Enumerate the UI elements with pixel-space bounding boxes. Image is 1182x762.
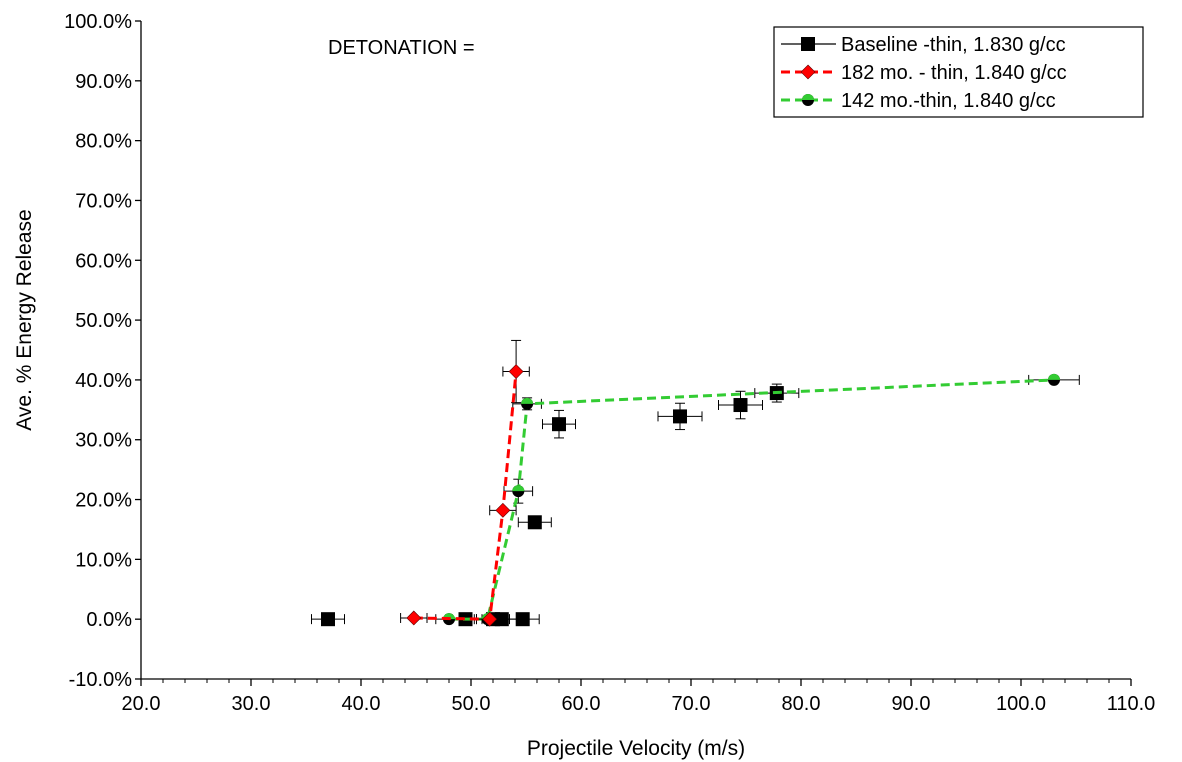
detonation-annotation: DETONATION = [328,37,475,59]
x-tick-label: 60.0 [562,693,601,715]
legend-label: 142 mo.-thin, 1.840 g/cc [841,90,1056,112]
y-tick-label: 40.0% [75,370,132,392]
x-tick-label: 90.0 [892,693,931,715]
series-line [413,371,518,621]
y-tick-label: 100.0% [64,11,132,33]
data-point-circle [1048,373,1060,386]
series-182-mo [400,339,530,627]
legend-box [773,26,1144,118]
y-tick-label: 0.0% [86,609,132,631]
data-point-square [552,417,566,432]
legend: Baseline -thin, 1.830 g/cc 182 mo. - thin… [773,26,1144,118]
y-tick-label: 80.0% [75,131,132,153]
data-point-square [321,612,335,627]
axes: -10.0% 0.0% 10.0% 20.0% 30.0% 40.0% 50.0% 60.0%… [64,11,1155,715]
x-tick-label: 50.0 [452,693,491,715]
data-point-diamond [495,502,511,518]
circle-marker-fill [512,485,525,492]
y-tick-label: 50.0% [75,310,132,332]
data-point-square [673,409,687,424]
legend-label: 182 mo. - thin, 1.840 g/cc [841,62,1067,84]
plot-series [311,339,1080,627]
data-point-diamond [482,611,498,627]
data-point-square [733,398,748,413]
x-tick-label: 100.0 [996,693,1046,715]
x-tick-label: 30.0 [232,693,271,715]
data-point-diamond [406,610,422,626]
legend-label: Baseline -thin, 1.830 g/cc [841,34,1066,56]
x-tick-label: 110.0 [1107,693,1156,715]
data-point-circle [521,397,534,410]
data-point-diamond [800,64,816,80]
y-tick-label: 60.0% [75,250,132,272]
x-tick-label: 20.0 [122,693,161,715]
x-axis-title: Projectile Velocity (m/s) [527,737,745,760]
x-tick-label: 80.0 [782,693,821,715]
y-tick-label: 30.0% [75,430,132,452]
series-line [449,378,1055,621]
circle-marker-fill [1048,373,1060,380]
y-tick-label: 70.0% [75,190,132,212]
x-tick-label: 40.0 [342,693,381,715]
data-point-square [801,37,815,51]
y-tick-label: -10.0% [69,669,133,691]
y-axis-title: Ave. % Energy Release [13,209,36,430]
y-tick-label: 90.0% [75,71,132,93]
circle-marker-fill [802,94,814,100]
y-tick-label: 20.0% [75,490,132,512]
data-point-circle [512,485,525,498]
circle-marker-fill [521,397,534,404]
data-point-diamond [508,364,524,379]
series-baseline [311,383,800,627]
series-142-mo [435,373,1080,626]
data-point-circle [802,94,814,106]
x-tick-label: 70.0 [672,693,711,715]
y-tick-label: 10.0% [75,549,132,571]
data-point-square [527,515,542,530]
data-point-square [515,612,530,627]
